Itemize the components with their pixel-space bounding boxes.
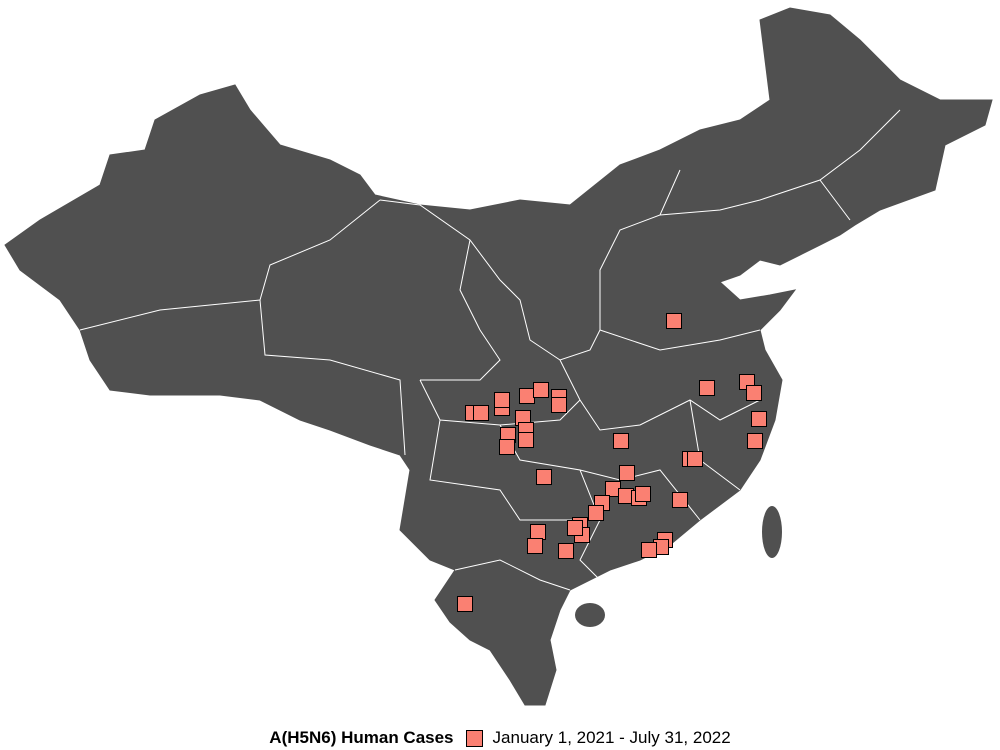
island-hainan bbox=[575, 603, 605, 627]
case-marker bbox=[551, 397, 567, 413]
case-marker bbox=[527, 538, 543, 554]
case-marker bbox=[641, 542, 657, 558]
case-marker bbox=[530, 524, 546, 540]
case-marker bbox=[588, 505, 604, 521]
case-marker bbox=[747, 433, 763, 449]
case-marker bbox=[666, 313, 682, 329]
case-markers bbox=[457, 313, 767, 612]
case-marker bbox=[746, 385, 762, 401]
case-marker bbox=[518, 432, 534, 448]
legend-key-square-icon bbox=[465, 729, 483, 747]
legend: A(H5N6) Human Cases January 1, 2021 - Ju… bbox=[0, 728, 1000, 748]
country-mainland bbox=[4, 7, 993, 706]
case-marker bbox=[635, 486, 651, 502]
case-marker bbox=[687, 451, 703, 467]
legend-entry-label: January 1, 2021 - July 31, 2022 bbox=[492, 728, 731, 747]
case-marker bbox=[473, 405, 489, 421]
case-marker bbox=[499, 439, 515, 455]
case-marker bbox=[533, 382, 549, 398]
case-marker bbox=[519, 388, 535, 404]
case-marker bbox=[558, 543, 574, 559]
case-marker bbox=[567, 520, 583, 536]
case-marker bbox=[613, 433, 629, 449]
case-marker bbox=[672, 492, 688, 508]
island-taiwan bbox=[762, 506, 782, 558]
case-marker bbox=[751, 411, 767, 427]
case-marker bbox=[536, 469, 552, 485]
case-marker bbox=[457, 596, 473, 612]
case-marker bbox=[619, 465, 635, 481]
case-marker bbox=[494, 392, 510, 408]
case-marker bbox=[699, 380, 715, 396]
land-layer bbox=[4, 7, 993, 706]
province-borders bbox=[79, 109, 901, 591]
legend-title: A(H5N6) Human Cases bbox=[269, 728, 454, 747]
